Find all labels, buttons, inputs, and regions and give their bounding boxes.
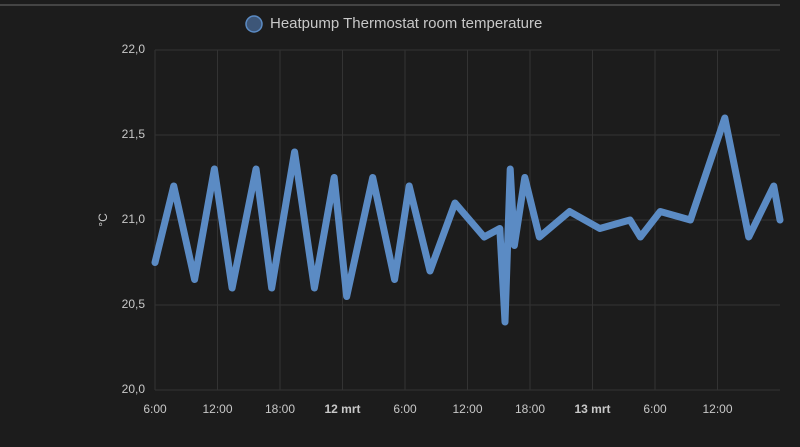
x-tick-label: 18:00 xyxy=(515,402,545,416)
legend-marker[interactable] xyxy=(245,15,263,33)
legend-label[interactable]: Heatpump Thermostat room temperature xyxy=(270,15,542,32)
x-tick-label: 12:00 xyxy=(702,402,732,416)
x-tick-label: 13 mrt xyxy=(574,402,610,416)
y-axis-label: °C xyxy=(96,213,110,227)
y-tick-label: 20,0 xyxy=(122,382,146,396)
series-line xyxy=(151,114,784,326)
x-tick-label: 12:00 xyxy=(452,402,482,416)
y-tick-label: 21,0 xyxy=(122,212,146,226)
x-tick-label: 6:00 xyxy=(643,402,667,416)
x-tick-label: 18:00 xyxy=(265,402,295,416)
y-tick-label: 20,5 xyxy=(122,297,146,311)
x-tick-label: 12:00 xyxy=(202,402,232,416)
x-tick-label: 6:00 xyxy=(393,402,417,416)
x-tick-label: 6:00 xyxy=(143,402,167,416)
x-tick-label: 12 mrt xyxy=(324,402,360,416)
y-tick-label: 22,0 xyxy=(122,42,146,56)
y-tick-label: 21,5 xyxy=(122,127,146,141)
